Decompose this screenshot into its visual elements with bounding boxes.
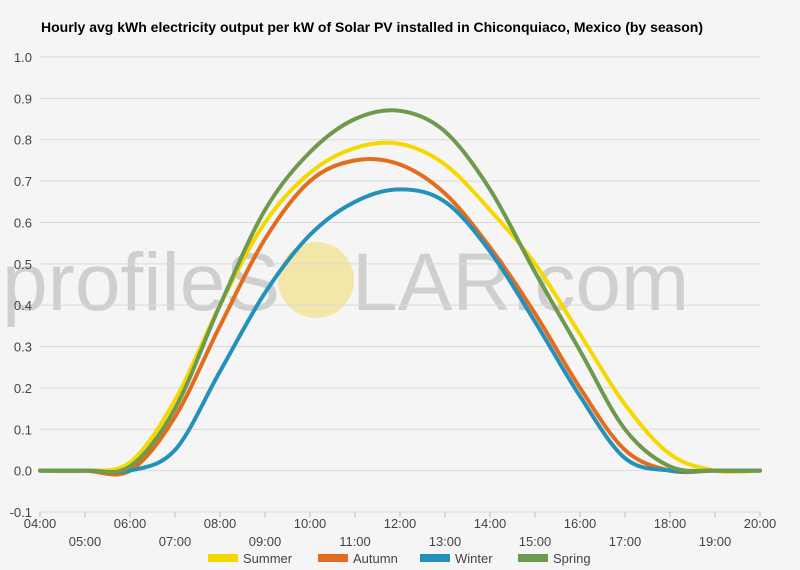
- x-tick-label: 15:00: [519, 534, 552, 549]
- y-tick-label: 0.8: [14, 133, 32, 148]
- x-tick-label: 19:00: [699, 534, 732, 549]
- chart-title: Hourly avg kWh electricity output per kW…: [41, 19, 704, 35]
- legend-label-spring: Spring: [553, 551, 591, 566]
- y-tick-label: 1.0: [14, 50, 32, 65]
- x-tick-label: 09:00: [249, 534, 282, 549]
- watermark-sun-icon: [278, 242, 355, 318]
- legend-label-summer: Summer: [243, 551, 293, 566]
- x-tick-label: 18:00: [654, 516, 687, 531]
- y-axis-ticks: -0.1 0.0 0.1 0.2 0.3 0.4 0.5 0.6 0.7 0.8 0.9 1.0: [10, 50, 32, 520]
- x-tick-label: 06:00: [114, 516, 147, 531]
- x-tick-label: 08:00: [204, 516, 237, 531]
- legend: Summer Autumn Winter Spring: [208, 551, 591, 566]
- y-tick-label: 0.6: [14, 215, 32, 230]
- legend-swatch-spring: [518, 554, 548, 562]
- y-tick-label: 0.9: [14, 91, 32, 106]
- series-line-winter: [38, 187, 762, 475]
- series-line-spring: [38, 108, 762, 475]
- x-tick-label: 05:00: [69, 534, 102, 549]
- legend-label-winter: Winter: [455, 551, 493, 566]
- y-tick-label: 0.4: [14, 298, 32, 313]
- y-tick-label: 0.3: [14, 340, 32, 355]
- series-line-summer: [38, 140, 762, 474]
- legend-label-autumn: Autumn: [353, 551, 398, 566]
- legend-swatch-winter: [420, 554, 450, 562]
- y-tick-label: 0.2: [14, 381, 32, 396]
- x-tick-label: 14:00: [474, 516, 507, 531]
- series-line-autumn: [38, 157, 762, 477]
- x-tick-label: 13:00: [429, 534, 462, 549]
- x-tick-label: 11:00: [339, 534, 371, 549]
- watermark-prefix: profileS: [2, 237, 280, 328]
- x-tick-label: 07:00: [159, 534, 192, 549]
- y-tick-label: 0.1: [14, 422, 32, 437]
- x-tick-label: 17:00: [609, 534, 642, 549]
- legend-swatch-summer: [208, 554, 238, 562]
- x-tick-label: 10:00: [294, 516, 327, 531]
- x-tick-label: 12:00: [384, 516, 417, 531]
- watermark: profileS LAR.com: [2, 237, 689, 328]
- x-tick-label: 04:00: [24, 516, 57, 531]
- y-tick-label: 0.0: [14, 464, 32, 479]
- x-tick-label: 20:00: [744, 516, 777, 531]
- x-tick-label: 16:00: [564, 516, 597, 531]
- series-lines: [38, 108, 762, 477]
- y-tick-label: 0.5: [14, 257, 32, 272]
- x-axis-ticks: 04:00 05:00 06:00 07:00 08:00 09:00 10:00 11:00…: [24, 512, 777, 549]
- y-tick-label: -0.1: [10, 505, 32, 520]
- watermark-suffix: LAR.com: [352, 237, 689, 328]
- y-tick-label: 0.7: [14, 174, 32, 189]
- legend-swatch-autumn: [318, 554, 348, 562]
